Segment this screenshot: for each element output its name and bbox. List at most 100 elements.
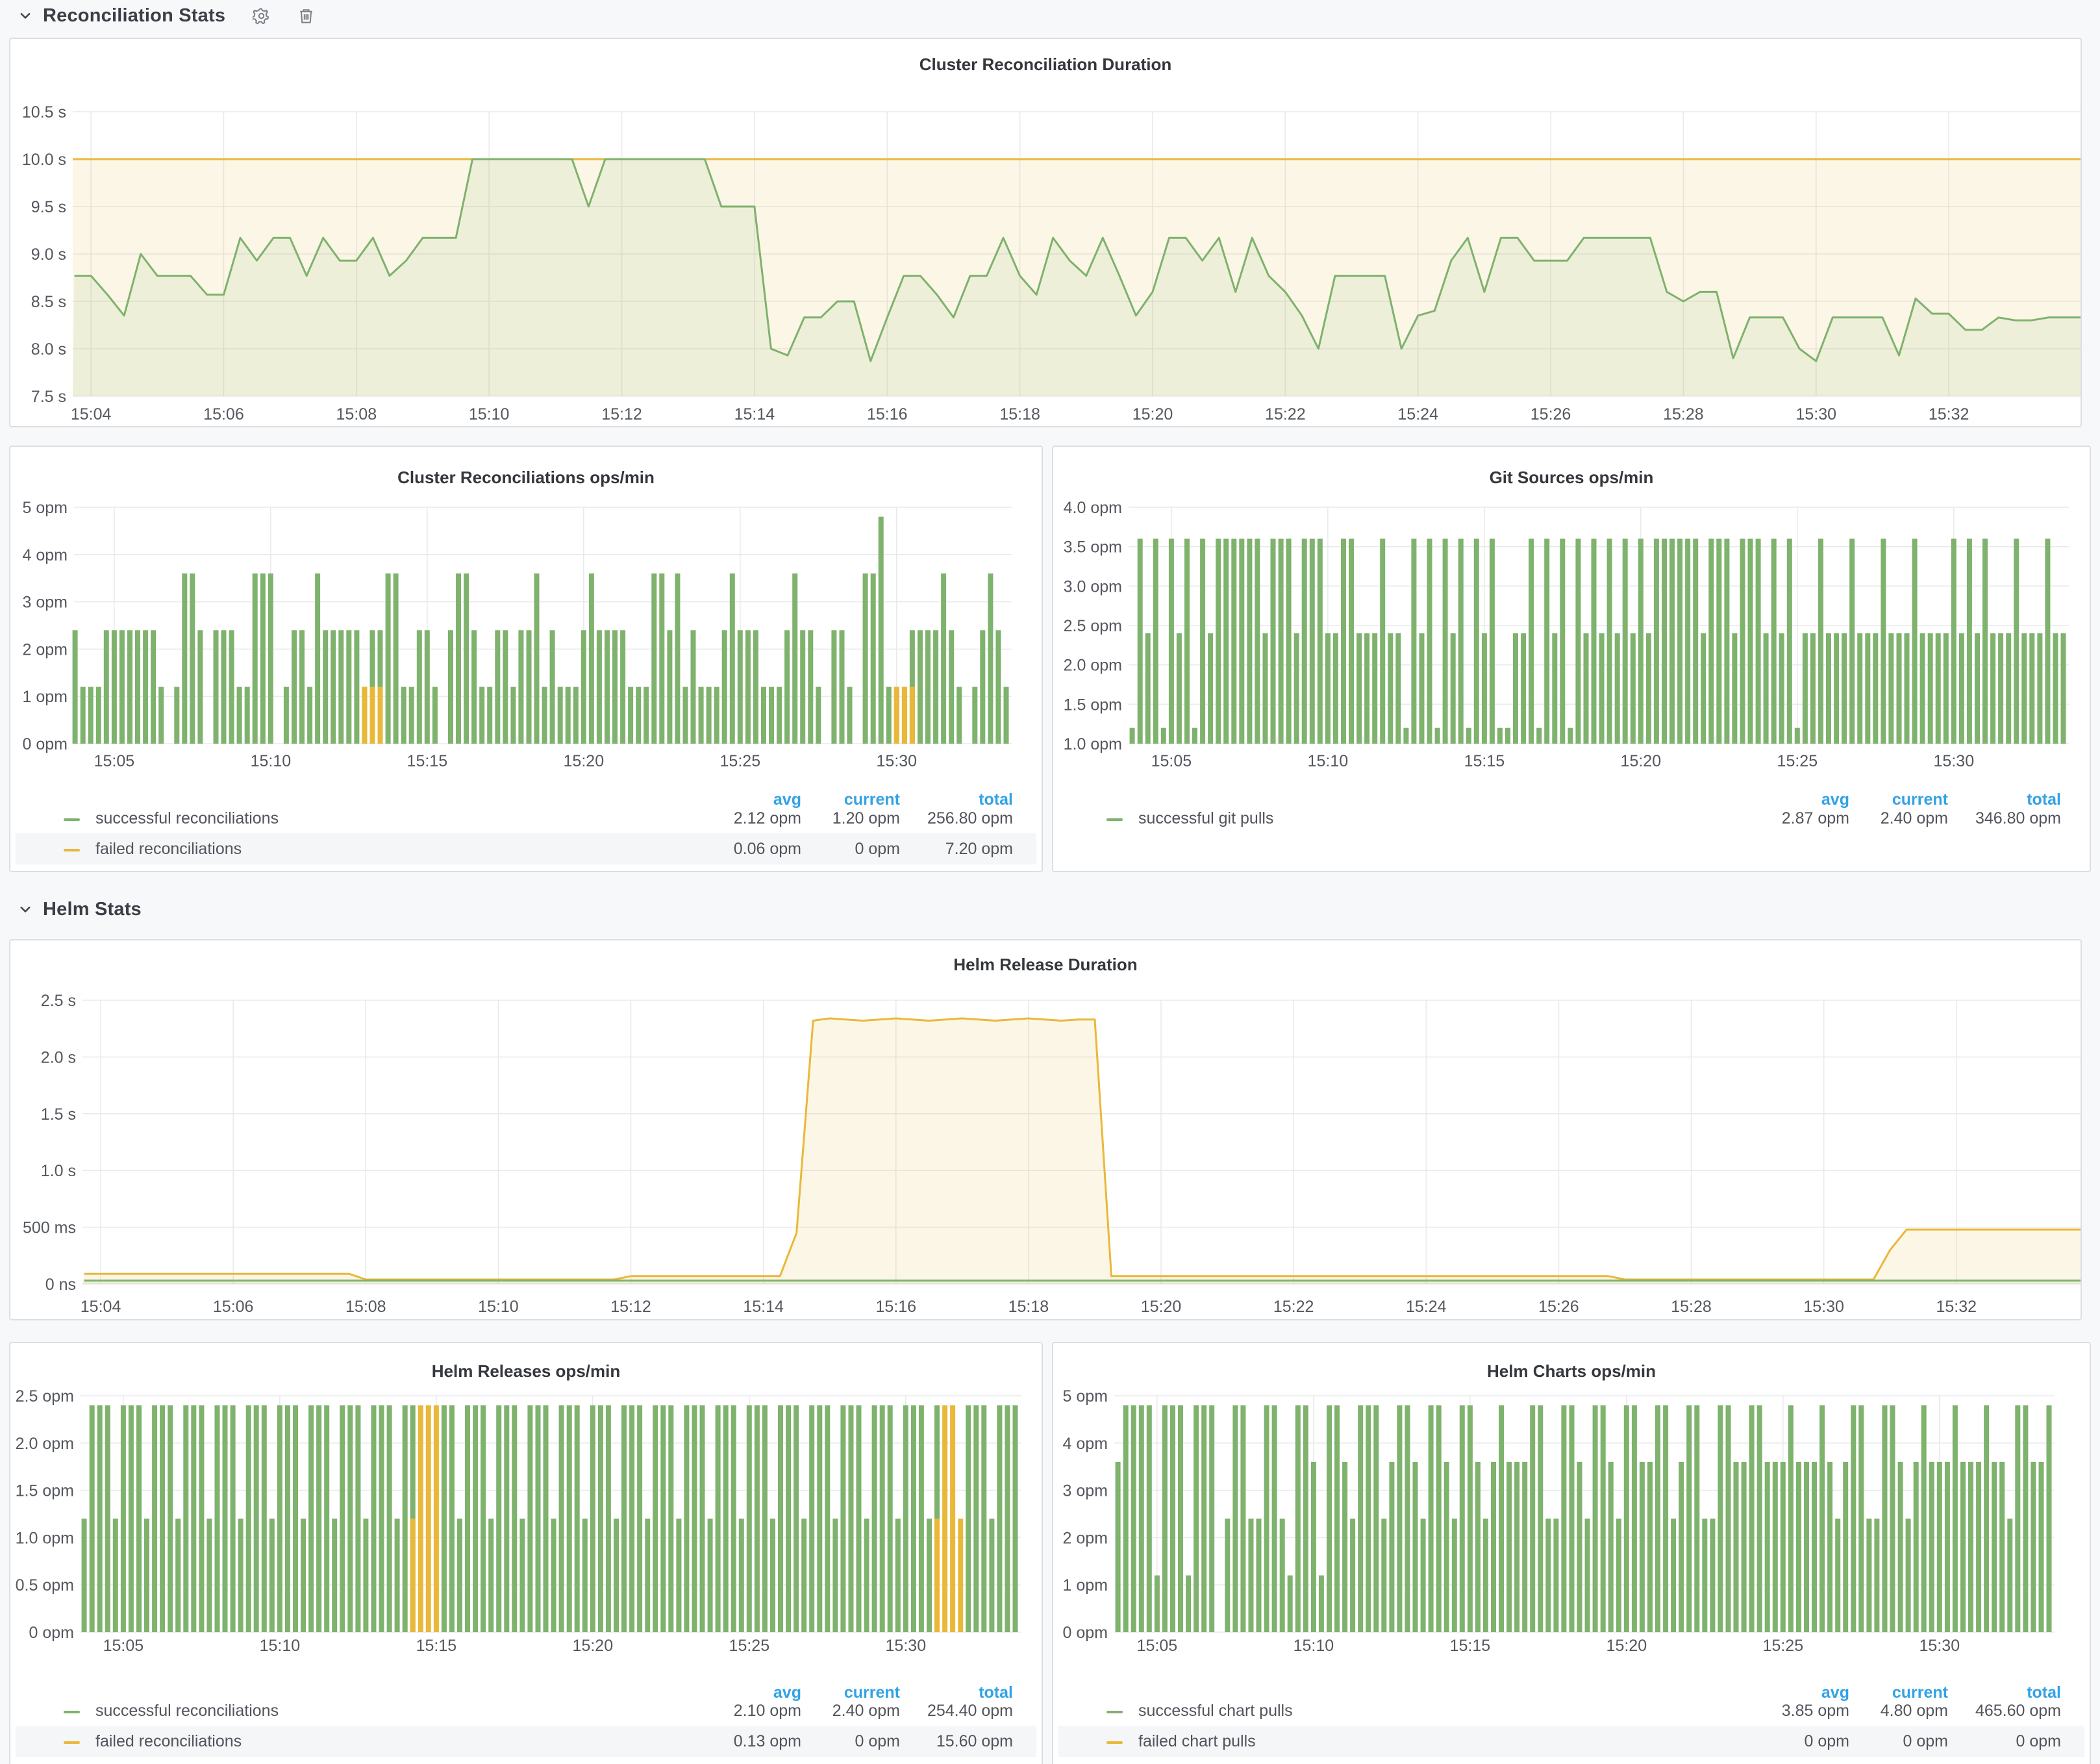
chevron-down-icon[interactable]: [18, 902, 32, 916]
legend-series-dash-icon[interactable]: [1106, 1711, 1123, 1713]
legend-header-avg[interactable]: avg: [1821, 790, 1849, 809]
chart-git-sources[interactable]: 15:05 15:10 15:15 15:20 15:25 15:30 1.0 opm 1.5…: [1053, 447, 2090, 871]
legend-header-total[interactable]: total: [979, 1683, 1013, 1702]
chart-helm-charts[interactable]: 15:05 15:10 15:15 15:20 15:25 15:30 0 opm 1 opm…: [1053, 1343, 2090, 1764]
bar-green: [1976, 1461, 1982, 1632]
panel-title[interactable]: Helm Charts ops/min: [1486, 1361, 1656, 1381]
bar-green: [1851, 1405, 1856, 1632]
bar-green: [1936, 1461, 1942, 1632]
bar-green: [636, 687, 642, 744]
bar-yellow: [934, 1518, 940, 1632]
bar-green: [1764, 1461, 1770, 1632]
legend-header-current[interactable]: current: [1892, 790, 1948, 809]
legend-header-current[interactable]: current: [1892, 1683, 1948, 1702]
bar-green: [1835, 1518, 1841, 1632]
section-header-helm-stats[interactable]: Helm Stats: [18, 895, 142, 924]
bar-green: [1178, 1405, 1183, 1632]
chart-cluster-reconciliation-duration[interactable]: 15:04 15:06 15:08 15:10 15:12 15:14 15:16 15:18…: [10, 39, 2081, 426]
bar-green: [989, 1518, 995, 1632]
bar-green: [1779, 633, 1784, 744]
legend-series-dash-icon[interactable]: [64, 818, 80, 821]
bar-green: [119, 630, 125, 744]
legend-value-total: 346.80 opm: [1975, 809, 2061, 827]
bar-green: [465, 1405, 470, 1632]
legend-header-avg[interactable]: avg: [773, 1683, 801, 1702]
bar-green: [1804, 1461, 1809, 1632]
x-tick-label: 15:10: [251, 752, 292, 770]
section-title[interactable]: Reconciliation Stats: [43, 5, 226, 26]
bar-green: [379, 1405, 384, 1632]
chart-helm-release-duration[interactable]: 15:04 15:06 15:08 15:10 15:12 15:14 15:16 15:18…: [10, 940, 2081, 1319]
bar-green: [949, 630, 955, 744]
chart-cluster-reconciliations[interactable]: 15:05 15:10 15:15 15:20 15:25 15:30 0 opm 1 opm…: [10, 447, 1042, 871]
bar-green: [1975, 633, 1980, 744]
bar-green: [277, 1405, 282, 1632]
legend-header-total[interactable]: total: [979, 790, 1013, 809]
trash-icon[interactable]: [297, 7, 315, 25]
legend-series-dash-icon[interactable]: [64, 849, 80, 851]
legend-value-avg: 2.87 opm: [1781, 809, 1849, 827]
bar-green: [1600, 1405, 1606, 1632]
panel-title[interactable]: Cluster Reconciliations ops/min: [397, 468, 655, 487]
bar-green: [1896, 633, 1902, 744]
bar-green: [301, 1518, 306, 1632]
bar-green: [1358, 1405, 1364, 1632]
panel-title[interactable]: Helm Releases ops/min: [431, 1361, 621, 1381]
panel-title[interactable]: Git Sources ops/min: [1489, 468, 1654, 487]
bar-green: [292, 630, 297, 744]
legend-header-avg[interactable]: avg: [773, 790, 801, 809]
bar-green: [1843, 1461, 1849, 1632]
x-tick-label: 15:20: [1606, 1637, 1647, 1655]
bar-green: [1647, 1461, 1653, 1632]
legend-series-label[interactable]: successful reconciliations: [95, 1702, 279, 1720]
bar-green: [143, 630, 149, 744]
bar-green: [1131, 1405, 1136, 1632]
bar-green: [89, 1405, 95, 1632]
legend-header-total[interactable]: total: [2027, 790, 2061, 809]
bar-green: [557, 687, 563, 744]
legend-header-current[interactable]: current: [844, 790, 900, 809]
panel-title[interactable]: Cluster Reconciliation Duration: [919, 55, 1172, 74]
bar-green: [925, 630, 931, 744]
bar-green: [1810, 633, 1816, 744]
x-tick-label: 15:15: [1450, 1637, 1491, 1655]
bar-green: [197, 630, 203, 744]
x-tick-label: 15:30: [877, 752, 918, 770]
bar-green: [1874, 1518, 1880, 1632]
legend-value-avg: 2.12 opm: [733, 809, 801, 827]
bar-green: [995, 630, 1001, 744]
legend-series-label[interactable]: failed reconciliations: [95, 840, 242, 858]
bar-green: [214, 1405, 220, 1632]
bar-green: [424, 630, 430, 744]
bar-green: [1428, 1405, 1434, 1632]
section-title[interactable]: Helm Stats: [43, 898, 142, 920]
legend-series-dash-icon[interactable]: [1106, 1741, 1123, 1744]
legend-series-dash-icon[interactable]: [64, 1711, 80, 1713]
legend-header-current[interactable]: current: [844, 1683, 900, 1702]
bar-green: [456, 573, 461, 744]
legend-series-label[interactable]: successful chart pulls: [1138, 1702, 1293, 1720]
legend-series-label[interactable]: successful git pulls: [1138, 809, 1274, 827]
section-header-reconciliation-stats[interactable]: Reconciliation Stats: [18, 1, 315, 30]
chevron-down-icon[interactable]: [18, 8, 32, 23]
legend-series-dash-icon[interactable]: [64, 1741, 80, 1744]
legend-series-label[interactable]: failed reconciliations: [95, 1732, 242, 1750]
legend-series-label[interactable]: successful reconciliations: [95, 809, 279, 827]
legend-series-dash-icon[interactable]: [1106, 818, 1123, 821]
chart-helm-releases[interactable]: 15:05 15:10 15:15 15:20 15:25 15:30 0 opm 0.5 o…: [10, 1343, 1042, 1764]
bar-green: [1638, 538, 1644, 744]
bar-green: [1888, 633, 1894, 744]
bar-green: [1858, 1405, 1864, 1632]
legend-header-avg[interactable]: avg: [1821, 1683, 1849, 1702]
bar-green: [1459, 1405, 1465, 1632]
legend-header-total[interactable]: total: [2027, 1683, 2061, 1702]
bar-green: [1827, 1461, 1833, 1632]
gear-icon[interactable]: [253, 7, 270, 25]
bar-yellow: [425, 1405, 431, 1632]
bar-green: [918, 1405, 924, 1632]
bar-green: [1944, 1461, 1950, 1632]
bar-green: [1248, 1518, 1254, 1632]
panel-title[interactable]: Helm Release Duration: [953, 955, 1138, 974]
bar-green: [1342, 1461, 1348, 1632]
legend-series-label[interactable]: failed chart pulls: [1138, 1732, 1256, 1750]
